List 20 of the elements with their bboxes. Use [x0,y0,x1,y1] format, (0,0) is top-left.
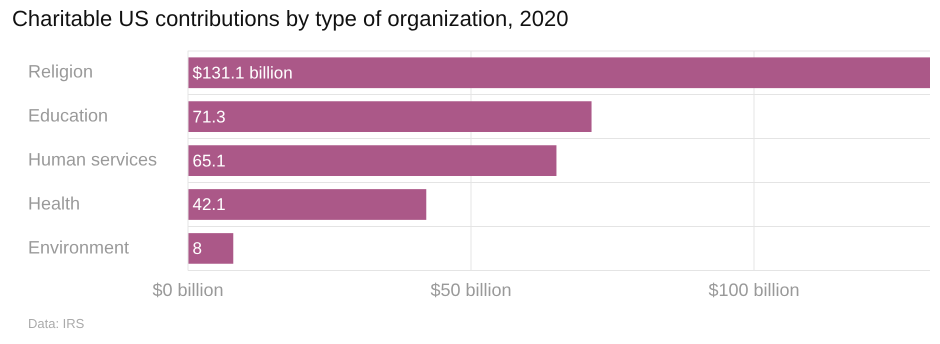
x-tick-label: $100 billion [708,280,800,300]
y-tick-label: Health [28,193,80,214]
bar [188,57,930,88]
bar [188,189,426,220]
x-tick-label: $50 billion [430,280,512,300]
data-label: $131.1 billion [192,63,293,82]
data-label: 65.1 [192,151,226,170]
x-tick-label: $0 billion [152,280,224,300]
text: Data: IRS [28,316,84,331]
y-tick-label: Environment [28,237,130,258]
bar [188,145,556,176]
chart-title: Charitable US contributions by type of organization, 2020 [12,6,568,32]
y-tick-label: Religion [28,62,94,82]
data-label: 42.1 [192,195,226,214]
y-tick-label: Education [28,106,108,126]
bar [188,233,234,264]
data-label: 8 [192,239,202,258]
bar [188,101,592,132]
y-tick-label: Human services [28,150,158,170]
data-label: 71.3 [192,107,226,126]
